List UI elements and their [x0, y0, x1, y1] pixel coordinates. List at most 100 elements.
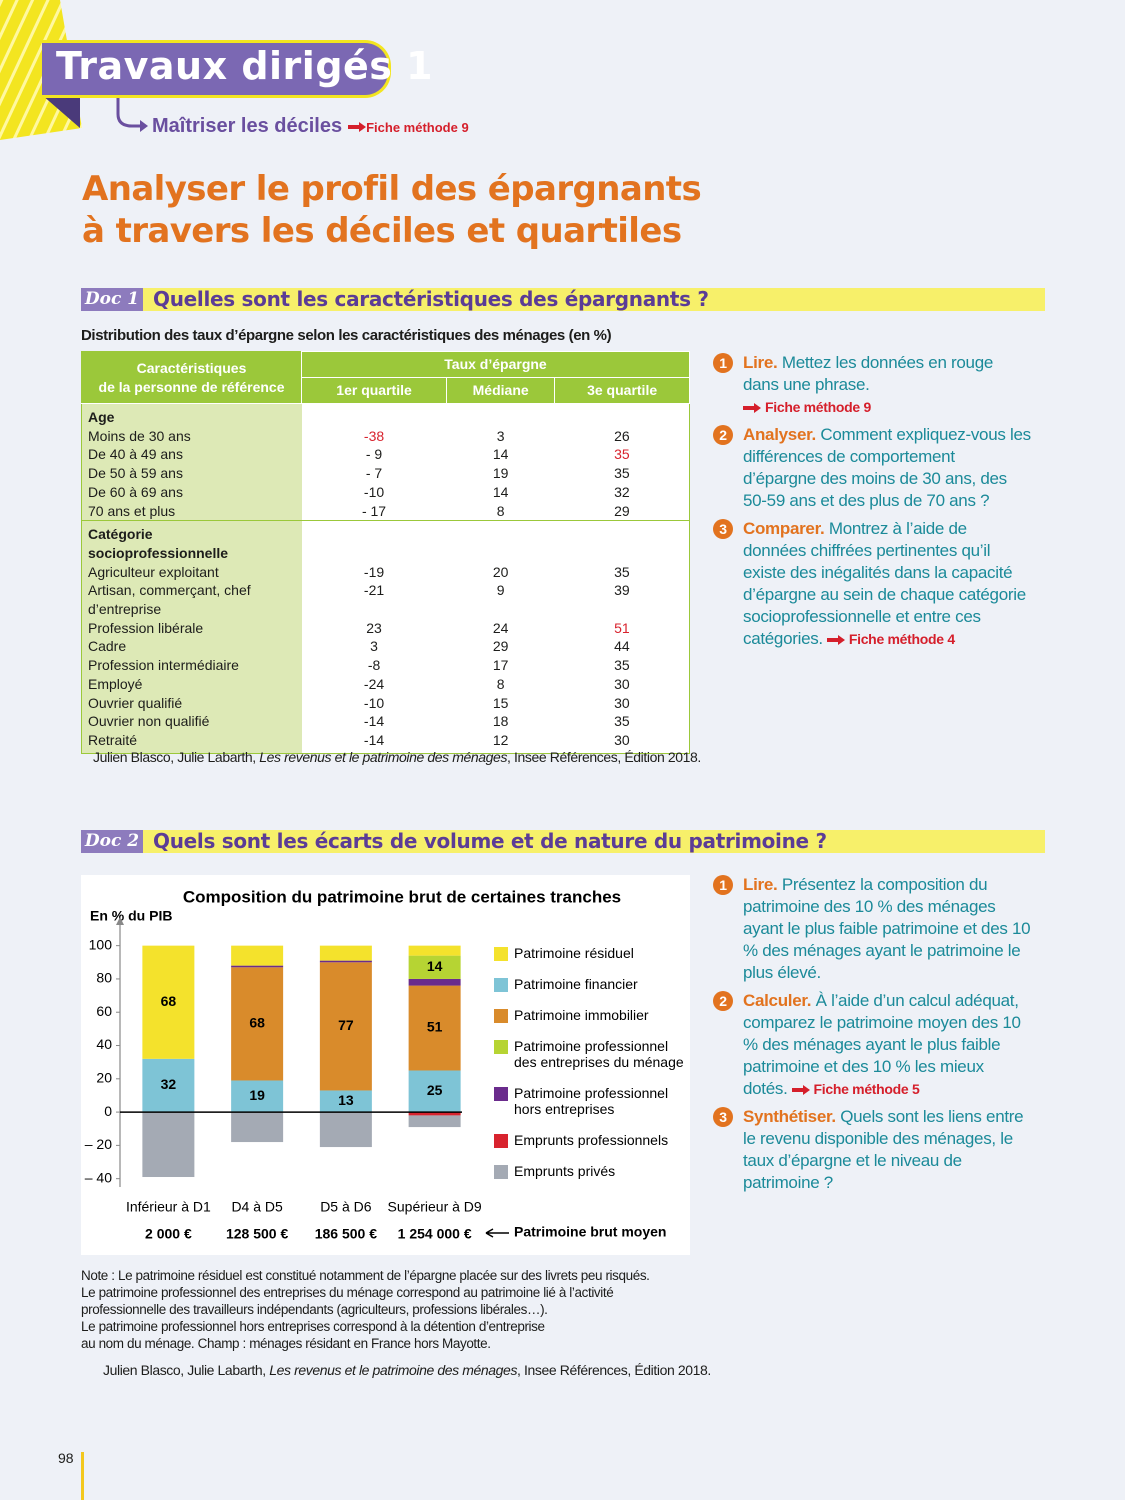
bar-segment [408, 1070, 461, 1113]
bar-segment [142, 945, 195, 1059]
doc-bar [143, 288, 1045, 311]
table-head: Caractéristiques de la personne de référe… [81, 351, 690, 404]
table-cell: 39 [614, 582, 630, 599]
ref-arrow [791, 1085, 810, 1095]
source-publisher: , Insee Références, Édition 2018. [507, 749, 701, 765]
column-header: 1er quartile [300, 377, 448, 404]
savings-table: Caractéristiques de la personne de référe… [81, 351, 690, 754]
empty-cell [302, 404, 447, 427]
group-header: Taux d’épargne [301, 351, 690, 378]
doc-title: Quels sont les écarts de volume et de na… [153, 829, 827, 853]
x-tick-label: D4 à D5 [231, 1199, 283, 1215]
legend-label: Emprunts privés [514, 1163, 615, 1179]
table-caption: Distribution des taux d’épargne selon le… [81, 327, 612, 344]
heading-line: à travers les déciles et quartiles [82, 211, 682, 251]
table-cell: 35 [614, 465, 630, 482]
table-cell: 8 [496, 502, 505, 519]
y-tick-label: – 20 [85, 1136, 112, 1152]
table-cell: 24 [492, 619, 509, 636]
legend-label: Patrimoine immobilier [514, 1007, 649, 1023]
source-title: Les revenus et le patrimoine des ménages [259, 749, 508, 765]
group-title: Catégorie socioprofessionnelle [81, 520, 302, 563]
table-cell: 14 [492, 483, 509, 500]
row-label: Moins de 30 ans [81, 426, 302, 446]
mean-value: 186 500 € [315, 1226, 377, 1242]
bar-segment [408, 955, 461, 979]
row-label: Agriculteur exploitant [81, 562, 302, 582]
y-axis-arrow [116, 917, 124, 925]
bar-segment [408, 1112, 461, 1116]
table-row: Profession intermédiaire -8 17 35 [81, 656, 690, 675]
table-cell: -38 [363, 427, 385, 444]
row-label: De 40 à 49 ans [81, 445, 302, 465]
bar-segment [231, 945, 284, 966]
questions: 1 Lire. Mettez les données en rouge dans … [713, 352, 1031, 656]
y-tick-label: 80 [96, 970, 112, 986]
question-text: À l’aide d’un calcul adéquat, comparez l… [743, 991, 1021, 1098]
heading-line: Analyser le profil des épargnants [82, 169, 702, 209]
table-row: De 40 à 49 ans - 9 14 35 [81, 445, 690, 465]
question-verb: Calculer. [743, 991, 812, 1010]
note-line: professionnelle des travailleurs indépen… [81, 1302, 548, 1317]
legend-swatch [494, 1165, 508, 1179]
question-verb: Synthétiser. [743, 1107, 836, 1126]
legend-label: Emprunts professionnels [514, 1132, 668, 1148]
table-cell: 26 [614, 427, 630, 444]
legend-label: Patrimoine professionnel hors entreprises [514, 1085, 668, 1117]
bar-segment [231, 1112, 284, 1143]
bar-segment [319, 960, 372, 963]
method-ref-text: Fiche méthode 5 [813, 1081, 920, 1097]
table-cell: -21 [363, 582, 385, 599]
question-number: 2 [713, 425, 733, 445]
value-label: 19 [249, 1087, 265, 1103]
method-ref: Fiche méthode 5 [791, 1081, 920, 1097]
table-row: Retraité -14 12 30 [81, 730, 690, 754]
method-ref-text: Fiche méthode 9 [366, 120, 469, 135]
question: 3 Synthétiser. Quels sont les liens entre… [713, 1106, 1031, 1194]
value-label: 14 [427, 958, 443, 974]
legend-label: Patrimoine professionnel des entreprises … [514, 1038, 684, 1070]
legend-label-line: Patrimoine immobilier [514, 1007, 649, 1023]
bar-segment [142, 1058, 195, 1113]
x-tick-label: Inférieur à D1 [126, 1199, 211, 1215]
value-label: 51 [427, 1019, 443, 1035]
table-cell: 17 [492, 657, 509, 674]
table-cell: -14 [363, 713, 385, 730]
value-label: 13 [338, 1092, 354, 1108]
method-ref: Fiche méthode 4 [826, 631, 955, 647]
y-tick-label: – 40 [85, 1169, 112, 1185]
doc-bar [143, 830, 1045, 853]
table-cell: -10 [363, 694, 385, 711]
subtitle-arrow [116, 98, 148, 132]
table-row: Artisan, commerçant, chef d’entreprise -2… [81, 581, 690, 619]
column-header-line: Caractéristiques [136, 359, 247, 376]
mean-label: Patrimoine brut moyen [514, 1224, 666, 1240]
row-label: Retraité [81, 730, 302, 754]
bar-segment [408, 978, 461, 986]
row-label: Profession intermédiaire [81, 656, 302, 675]
legend-label: Patrimoine financier [514, 976, 638, 992]
questions: 1 Lire. Présentez la composition du patri… [713, 874, 1031, 1200]
bar-segment [319, 1090, 372, 1113]
question: 1 Lire. Mettez les données en rouge dans … [713, 352, 1031, 418]
bar-segment [231, 965, 284, 968]
table-cell: 15 [492, 694, 509, 711]
table-cell: - 9 [365, 446, 383, 463]
table-row: Agriculteur exploitant -19 20 35 [81, 562, 690, 582]
question-verb: Analyser. [743, 425, 816, 444]
question: 2 Calculer. À l’aide d’un calcul adéquat,… [713, 990, 1031, 1100]
table-cell: 8 [496, 675, 505, 692]
table-row: De 50 à 59 ans - 7 19 35 [81, 464, 690, 483]
table-cell: 18 [492, 713, 509, 730]
column-header: Médiane [446, 377, 556, 404]
header-row: Caractéristiques de la personne de référe… [81, 351, 690, 404]
y-tick-label: 20 [96, 1070, 112, 1086]
source: Julien Blasco, Julie Labarth, Les revenu… [93, 749, 701, 765]
table-cell: 30 [614, 675, 630, 692]
source-title: Les revenus et le patrimoine des ménages [269, 1362, 518, 1378]
group-row: Age [81, 403, 690, 427]
row-label: Ouvrier non qualifié [81, 712, 302, 731]
row-label: Profession libérale [81, 618, 302, 638]
table-cell: 35 [614, 563, 630, 580]
table-cell: 9 [496, 582, 505, 599]
